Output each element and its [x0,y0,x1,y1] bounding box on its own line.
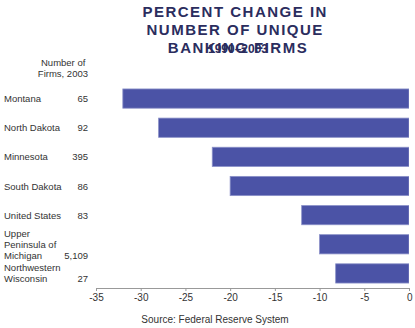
text-line: Number of [41,57,88,68]
category-label: United States [4,210,61,221]
tick-label: -5 [360,292,369,303]
tick-mark [364,288,365,291]
firm-count: 27 [77,273,88,284]
firm-count: 86 [77,181,88,192]
bar [302,206,409,225]
text-line: Upper [4,228,33,239]
tick-mark [409,288,410,291]
firm-count: 65 [77,93,88,104]
text-line: Michigan [4,250,42,261]
category-label: North Dakota [4,122,61,133]
tick: -35 [89,288,104,303]
tick: -15 [268,288,283,303]
firm-count: 5,109 [64,250,88,261]
bars [123,89,409,283]
text-line: Northwestern [4,262,63,273]
tick-mark [275,288,276,291]
subtitle: 1990–2003 [208,42,268,56]
x-axis: -35 -30 -25 -20 -15 -10 -5 0 [89,288,413,303]
text-line: United States [4,210,61,221]
tick-mark [185,288,186,291]
text-line: Montana [4,93,42,104]
bar [212,147,409,166]
tick-mark [320,288,321,291]
tick: -20 [223,288,238,303]
text-line: South Dakota [4,181,62,192]
firm-count: 83 [77,210,88,221]
tick-label: -10 [313,292,328,303]
chart: PERCENT CHANGE IN NUMBER OF UNIQUE BANKI… [0,0,415,328]
tick-label: -25 [179,292,194,303]
tick-mark [230,288,231,291]
bar [320,235,409,254]
text-line: Wisconsin [4,273,47,284]
text-line: North Dakota [4,122,61,133]
tick-label: -35 [89,292,104,303]
text-line: NUMBER OF UNIQUE [147,21,330,38]
text-line: PERCENT CHANGE IN [142,3,333,20]
axis-line [97,289,410,292]
tick: -5 [360,288,369,303]
category-label: South Dakota [4,181,62,192]
text-line: Peninsula of [4,239,59,250]
text-line: Minnesota [4,151,49,162]
tick-mark [96,288,97,291]
text-line: BANKING FIRMS [168,39,308,56]
text-line: Firms, 2003 [38,68,88,79]
bar [230,176,409,195]
tick: 0 [407,288,413,303]
firm-count: 92 [77,122,88,133]
tick-label: -20 [223,292,238,303]
tick-mark [141,288,142,291]
category-label: Montana [4,93,42,104]
category-label: Upper Peninsula of Michigan [4,228,59,261]
annotation: Number of Firms, 2003 [38,57,88,79]
bar [159,118,409,137]
category-label: Minnesota [4,151,49,162]
tick-label: -30 [134,292,149,303]
tick-label: -15 [268,292,283,303]
source: Source: Federal Reserve System [141,314,288,325]
tick: -25 [179,288,194,303]
title: PERCENT CHANGE IN NUMBER OF UNIQUE BANKI… [142,3,333,56]
tick-label: 0 [407,292,413,303]
tick: -30 [134,288,149,303]
category-label: Northwestern Wisconsin [4,262,63,284]
bar [123,89,409,108]
bar [336,264,409,283]
tick: -10 [313,288,328,303]
firm-count: 395 [72,151,88,162]
